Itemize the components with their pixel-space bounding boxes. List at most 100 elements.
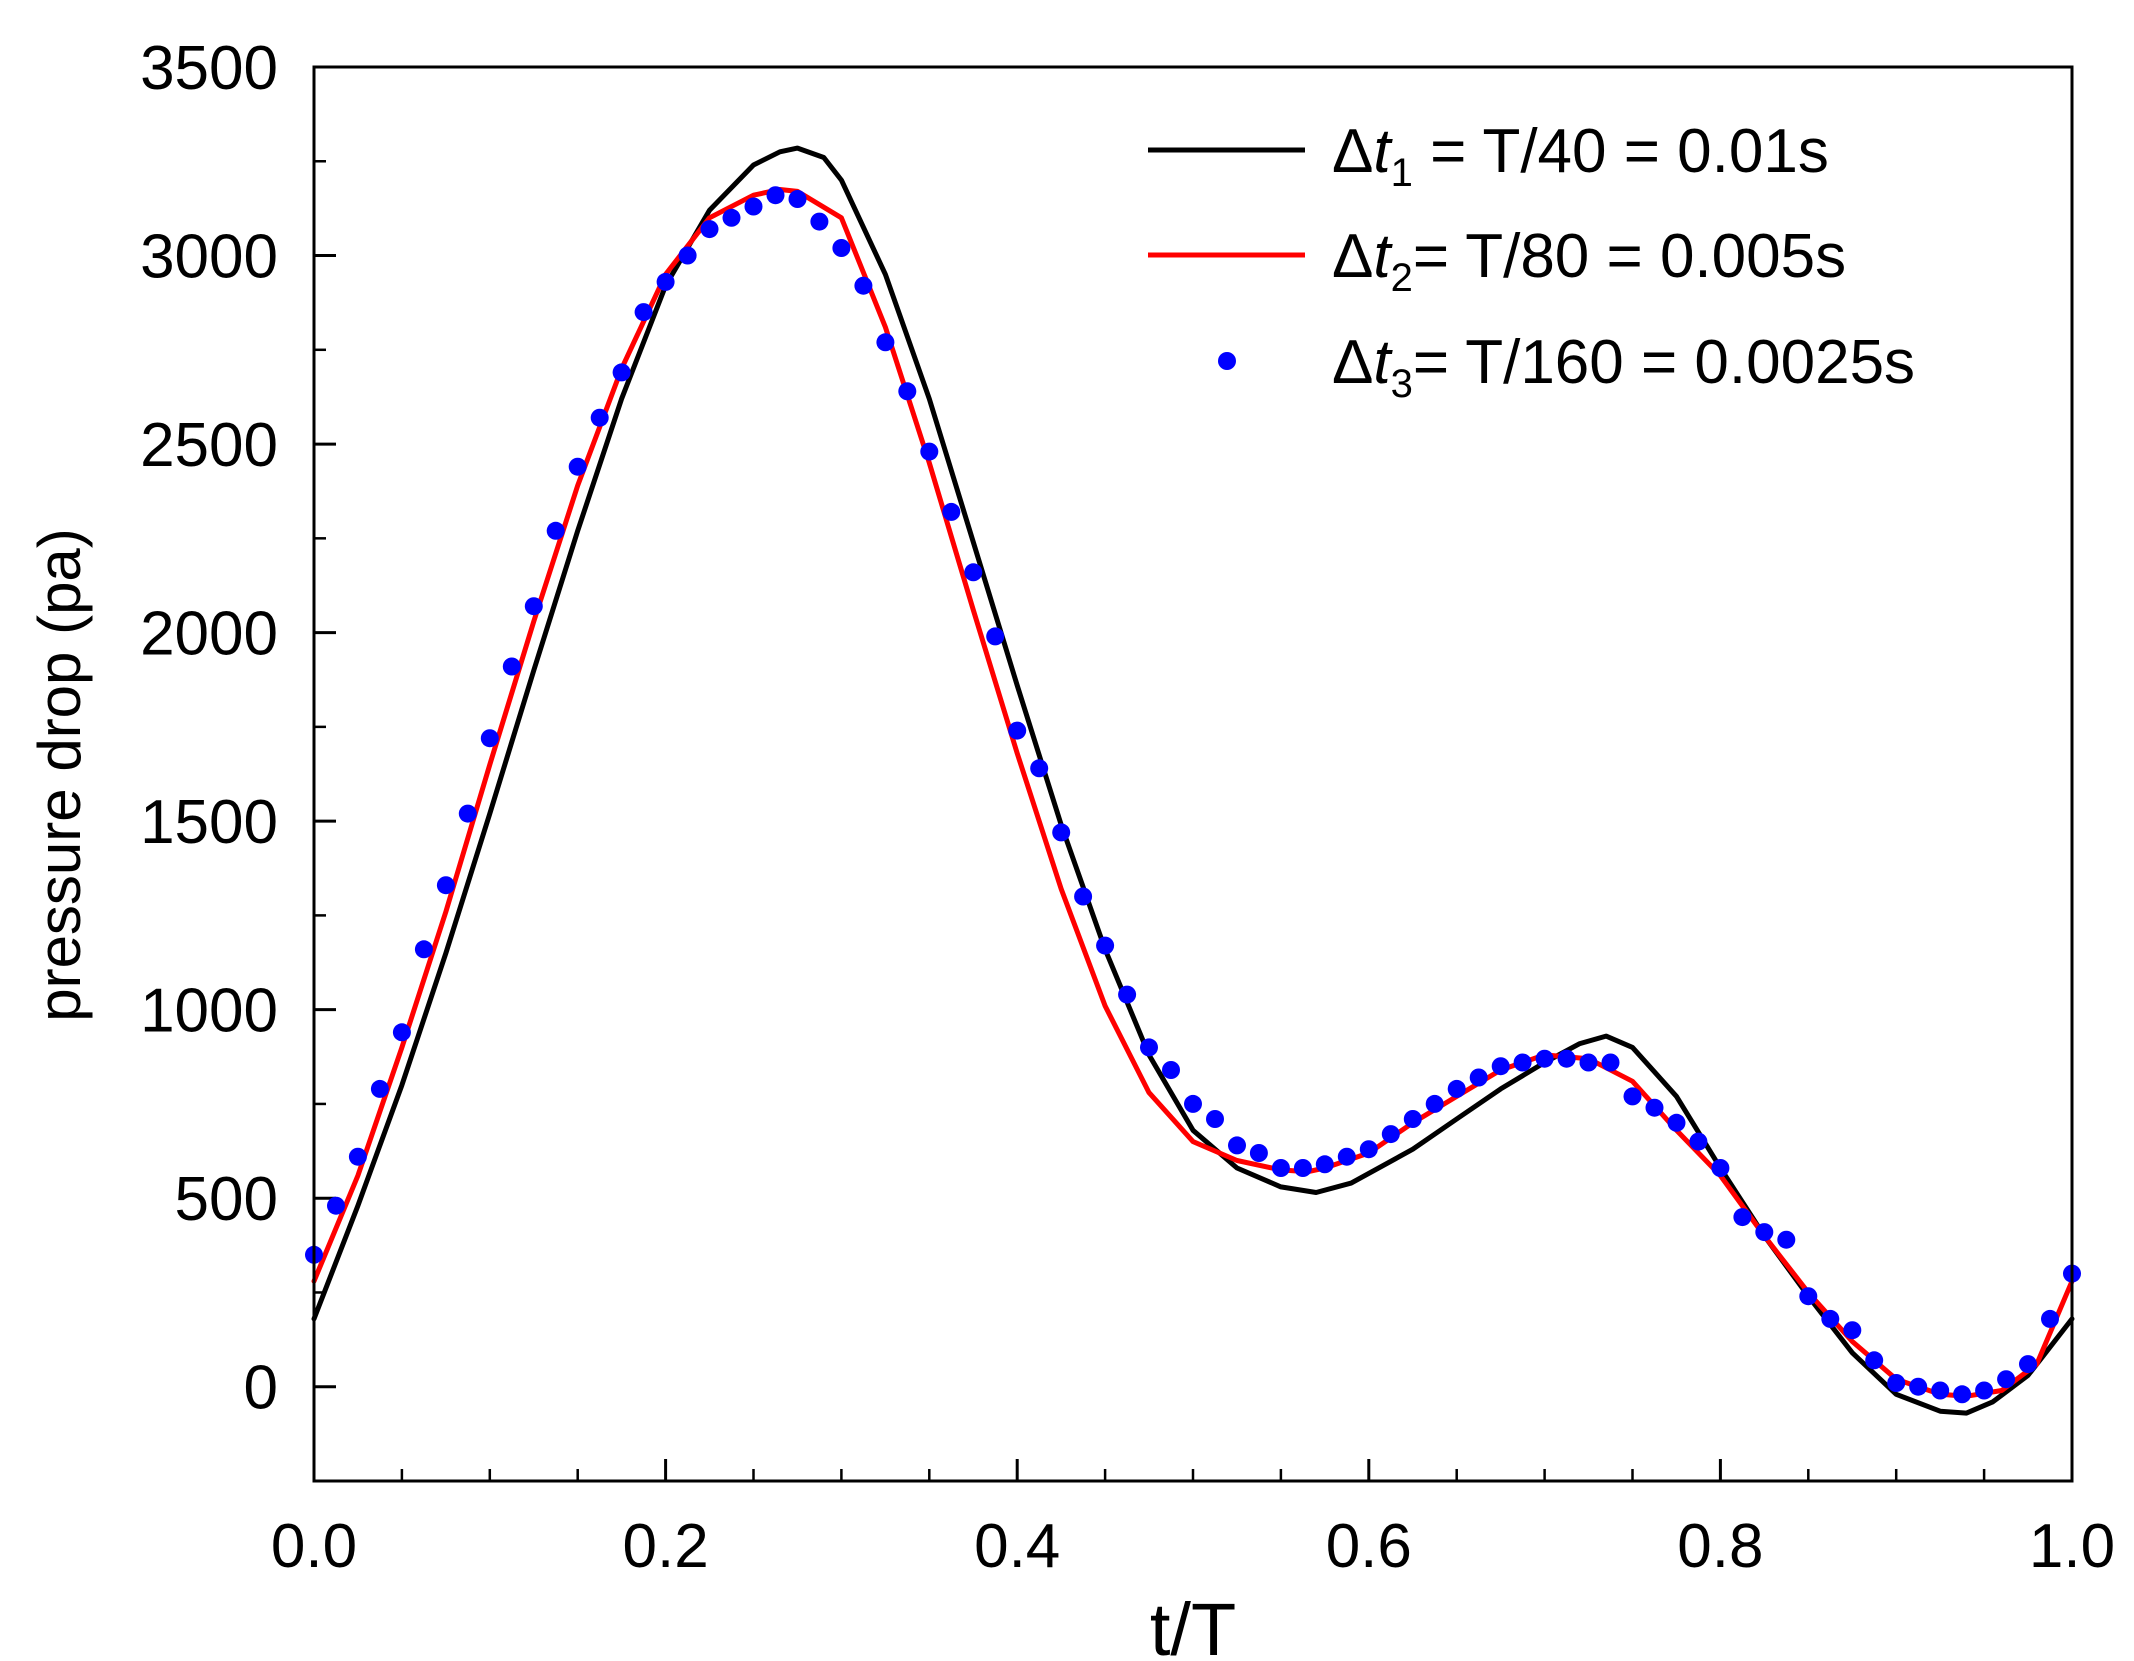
series-layer: [305, 145, 2081, 1416]
data-point-dt3: [1887, 1374, 1906, 1392]
legend-label-dt1: Δt1 = T/40 = 0.01s: [1332, 117, 1829, 195]
data-point-dt3: [1118, 985, 1137, 1004]
y-axis-title: pressure drop (pa): [26, 528, 93, 1022]
data-point-dt3: [590, 408, 609, 427]
x-tick-label: 0.0: [271, 1512, 357, 1581]
data-point-dt3: [986, 627, 1005, 646]
data-point-dt3: [2019, 1355, 2037, 1374]
y-tick-label: 3500: [140, 34, 278, 103]
data-point-dt3: [1030, 759, 1049, 778]
data-point-dt3: [612, 363, 631, 382]
data-point-dt3: [414, 940, 433, 959]
data-point-dt3: [678, 246, 697, 265]
legend-label-dt2: Δt2= T/80 = 0.005s: [1332, 222, 1846, 300]
data-point-dt3: [1425, 1094, 1444, 1113]
data-point-dt3: [854, 276, 873, 295]
data-point-dt3: [1271, 1159, 1290, 1177]
data-point-dt3: [1096, 936, 1115, 955]
x-tick-label: 0.4: [974, 1512, 1060, 1581]
data-point-dt3: [876, 333, 895, 352]
data-point-dt3: [1733, 1208, 1752, 1227]
data-point-dt3: [392, 1023, 411, 1042]
y-tick-label: 2500: [140, 411, 278, 480]
data-point-dt3: [502, 657, 521, 676]
y-tick-label: 0: [244, 1354, 278, 1423]
data-point-dt3: [1777, 1230, 1796, 1249]
legend-delta-dt2: Δ: [1332, 222, 1373, 291]
legend-t-dt3: t: [1373, 328, 1393, 397]
data-point-dt3: [1535, 1049, 1554, 1068]
data-point-dt3: [744, 197, 763, 216]
legend-delta-dt3: Δ: [1332, 328, 1373, 397]
legend-sub-dt3: 3: [1391, 362, 1413, 406]
data-point-dt3: [1997, 1370, 2016, 1389]
data-point-dt3: [1865, 1351, 1884, 1370]
data-point-dt3: [1469, 1068, 1488, 1087]
y-tick-label: 1500: [140, 788, 278, 857]
legend-sub-dt2: 2: [1391, 256, 1413, 300]
data-point-dt3: [1799, 1287, 1818, 1306]
data-point-dt3: [1513, 1053, 1532, 1072]
data-point-dt3: [1249, 1144, 1268, 1162]
data-point-dt3: [722, 208, 741, 227]
legend-t-dt1: t: [1373, 117, 1393, 186]
data-point-dt3: [1140, 1038, 1158, 1057]
data-point-dt3: [458, 804, 477, 823]
legend-label-dt3: Δt3= T/160 = 0.0025s: [1332, 328, 1915, 406]
data-point-dt3: [942, 502, 961, 521]
legend-rest-dt1: = T/40 = 0.01s: [1413, 117, 1829, 186]
data-point-dt3: [920, 442, 939, 461]
data-point-dt3: [1052, 823, 1071, 842]
x-tick-label: 1.0: [2029, 1512, 2115, 1581]
data-point-dt3: [1074, 887, 1093, 906]
data-point-dt3: [1315, 1155, 1334, 1174]
data-point-dt3: [1381, 1125, 1400, 1144]
data-point-dt3: [348, 1147, 367, 1166]
data-point-dt3: [1843, 1321, 1862, 1340]
x-tick-label: 0.2: [622, 1512, 708, 1581]
plot-frame: [312, 65, 2074, 1483]
y-tick-label: 3000: [140, 223, 278, 292]
data-point-dt3: [1711, 1159, 1730, 1177]
legend-rest-dt3: = T/160 = 0.0025s: [1413, 328, 1915, 397]
legend: Δt1 = T/40 = 0.01s Δt2= T/80 = 0.005s Δt…: [1148, 117, 1915, 406]
data-point-dt3: [810, 212, 829, 231]
data-point-dt3: [1447, 1079, 1466, 1098]
data-point-dt3: [1557, 1049, 1576, 1068]
data-point-dt3: [1293, 1159, 1312, 1177]
data-point-dt3: [546, 521, 565, 540]
data-point-dt3: [2041, 1309, 2059, 1328]
data-point-dt3: [436, 876, 455, 895]
legend-sub-dt1: 1: [1391, 151, 1413, 195]
data-point-dt3: [1184, 1094, 1202, 1113]
data-point-dt3: [634, 303, 653, 322]
data-point-dt3: [568, 457, 587, 476]
legend-t-dt2: t: [1373, 222, 1393, 291]
data-point-dt3: [1821, 1309, 1840, 1328]
data-point-dt3: [524, 597, 543, 616]
data-point-dt3: [370, 1079, 389, 1098]
data-point-dt3: [1975, 1381, 1994, 1400]
y-tick-label: 1000: [140, 977, 278, 1046]
x-tick-label: 0.6: [1326, 1512, 1412, 1581]
data-point-dt3: [766, 186, 785, 205]
tick-labels: 0.0 0.2 0.4 0.6 0.8 1.0 0 500 1000 1500 2000 2500 30…: [140, 34, 2115, 1581]
data-point-dt3: [327, 1196, 345, 1215]
data-point-dt3: [1601, 1053, 1620, 1072]
data-point-dt3: [1689, 1132, 1708, 1151]
minor-tick-marks: [314, 160, 1986, 1481]
data-point-dt3: [1755, 1223, 1774, 1242]
data-point-dt3: [898, 382, 917, 401]
data-point-dt3: [656, 272, 675, 291]
data-point-dt3: [1403, 1110, 1422, 1128]
y-tick-label: 2000: [140, 600, 278, 669]
legend-rest-dt2: = T/80 = 0.005s: [1413, 222, 1846, 291]
data-point-dt3: [1359, 1140, 1378, 1159]
data-point-dt3: [1645, 1098, 1664, 1117]
x-axis-title: t/T: [1150, 1588, 1236, 1661]
data-point-dt3: [1008, 721, 1027, 740]
data-point-dt3: [832, 239, 851, 257]
data-point-dt3: [1909, 1377, 1928, 1396]
y-tick-label: 500: [175, 1165, 278, 1234]
